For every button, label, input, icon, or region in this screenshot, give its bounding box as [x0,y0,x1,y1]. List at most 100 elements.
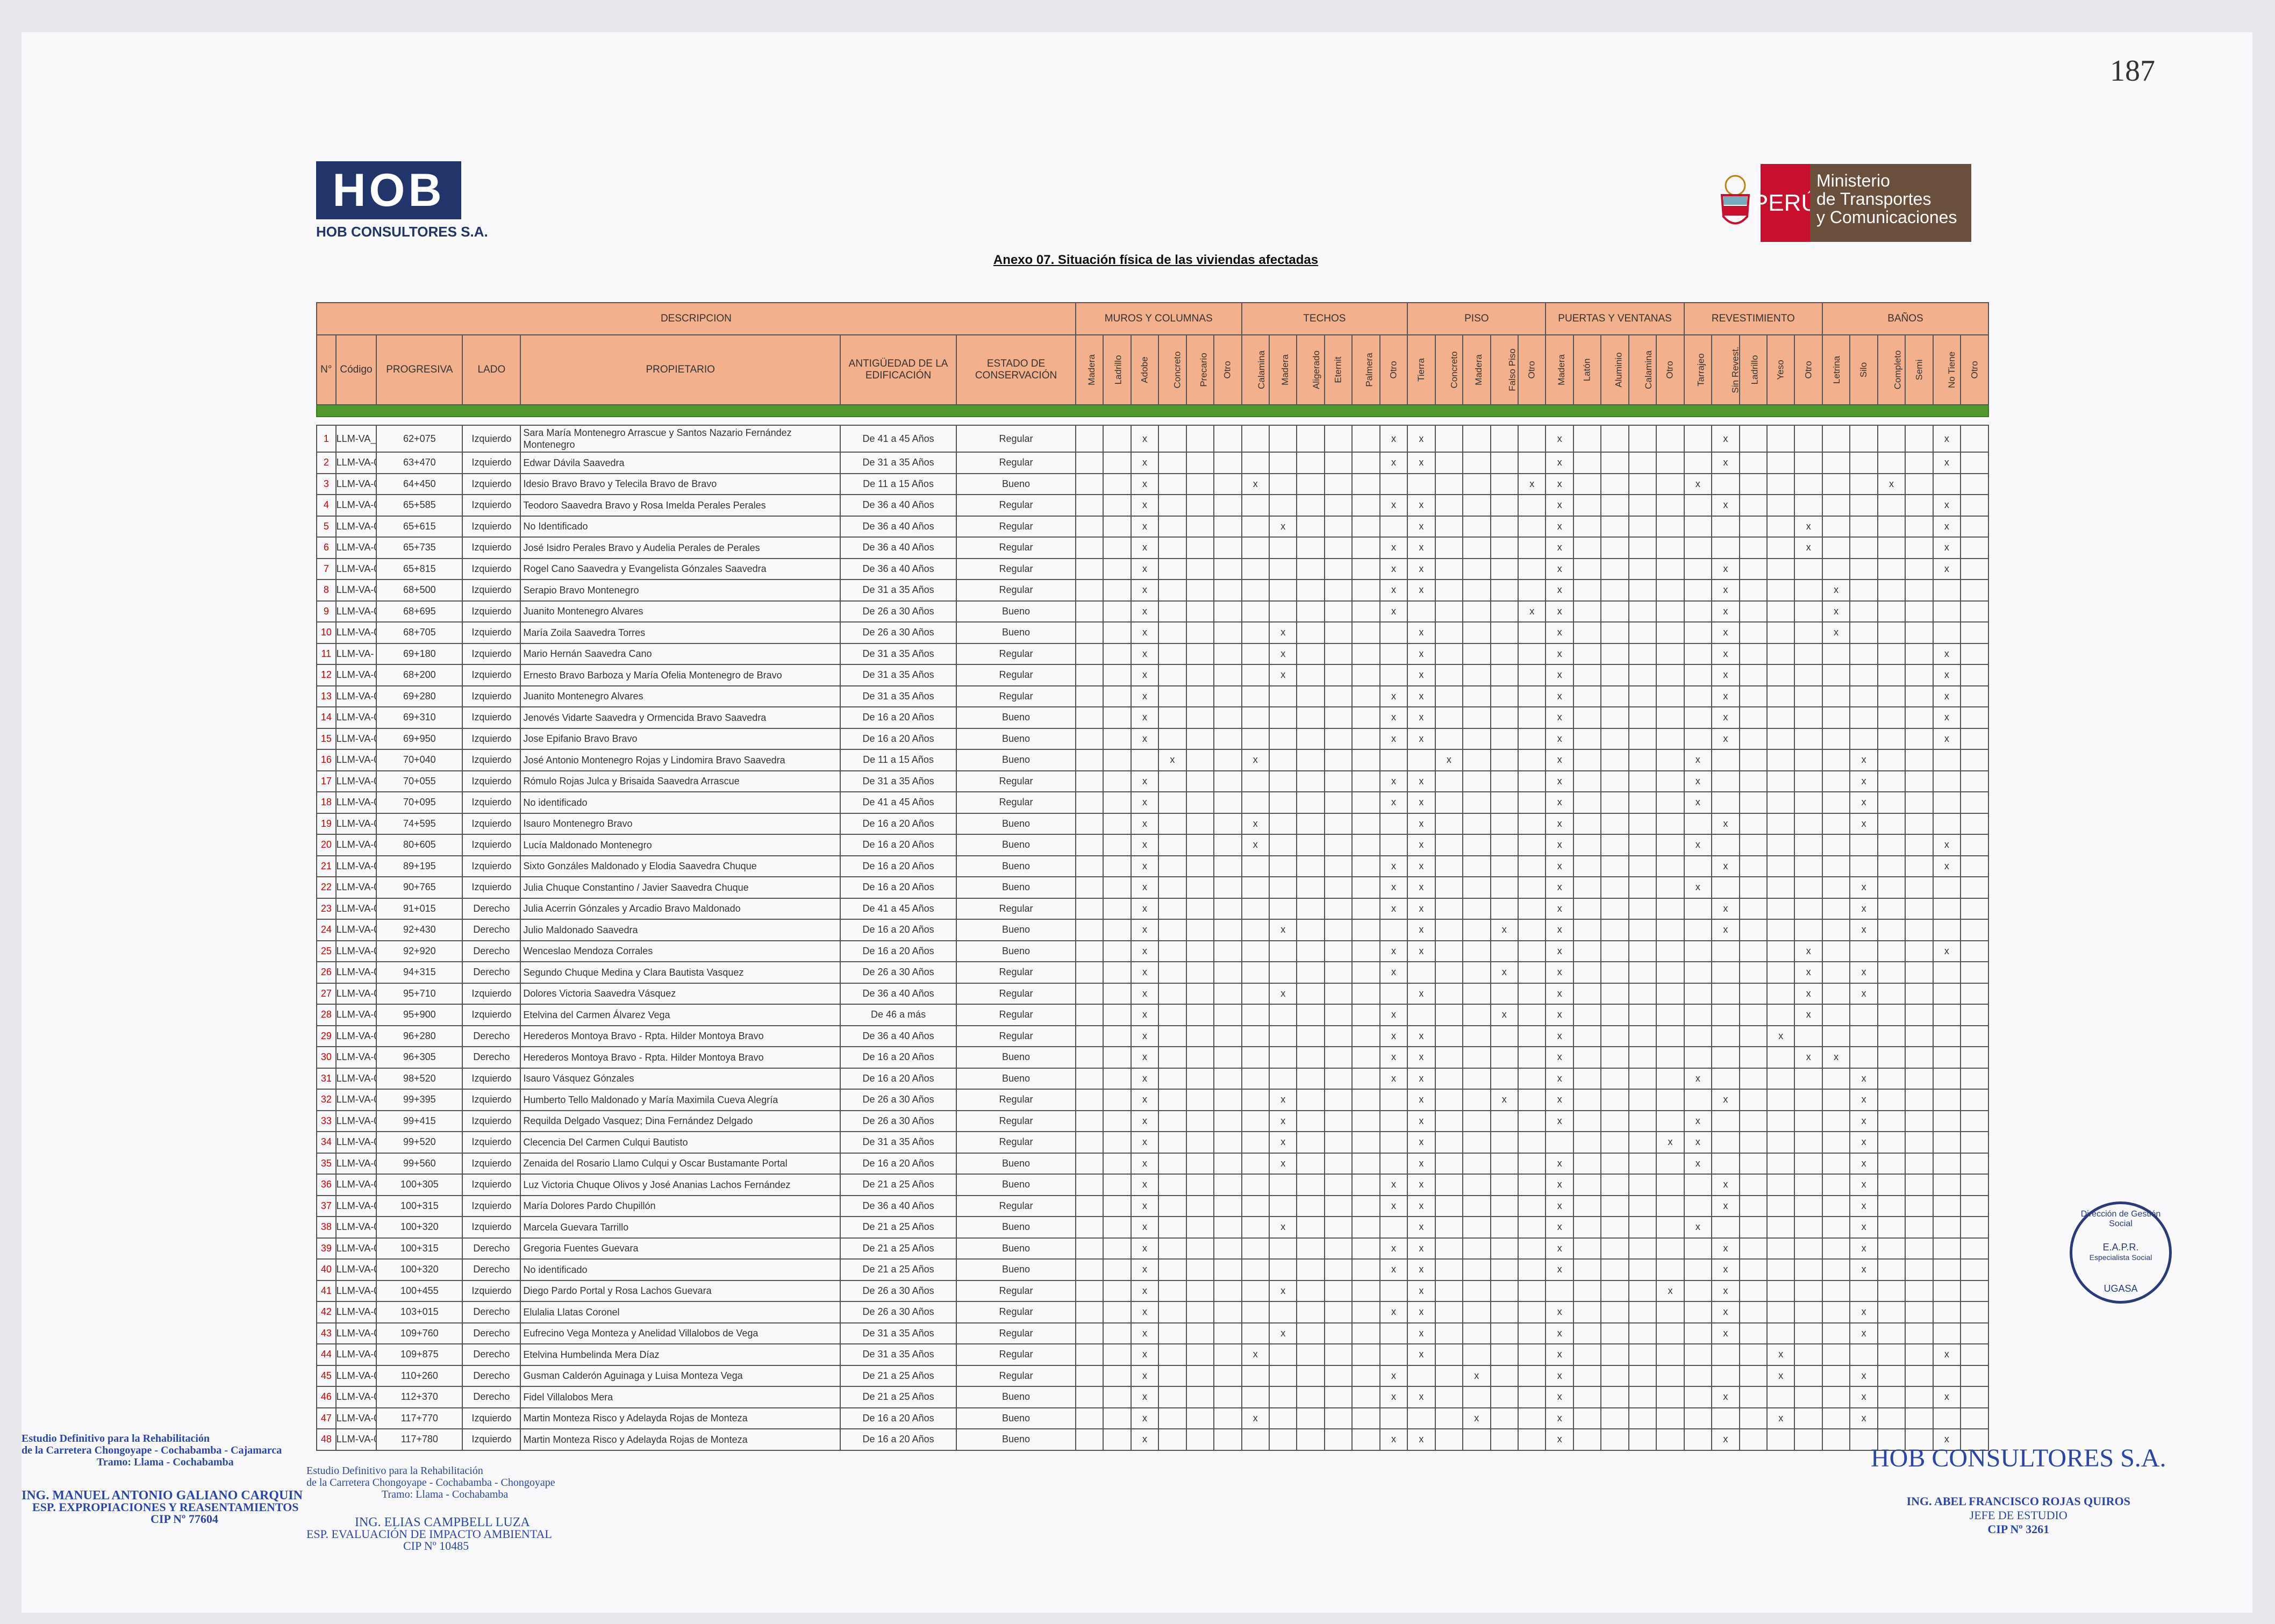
cell-antiguedad: De 26 a 30 Años [839,1110,957,1132]
cell-mark [1517,897,1547,920]
cell-codigo: LLM-VA- 011 [335,642,377,665]
cell-mark [1766,749,1795,771]
cell-mark [1600,982,1629,1005]
cell-mark [1490,1386,1519,1408]
cell-mark [1960,1428,1989,1451]
cell-lado: Izquierdo [462,812,521,835]
cell-mark [1462,494,1491,517]
cell-mark [1213,1237,1242,1260]
cell-mark: x [1517,600,1547,623]
cell-mark [1905,1004,1934,1026]
cell-mark [1379,982,1408,1005]
cell-mark [1075,940,1104,962]
cell-mark [1241,1110,1270,1132]
cell-codigo: LLM-VA-02 [335,452,377,474]
cell-mark [1711,515,1740,538]
cell-mark [1323,557,1353,580]
cell-mark [1877,1110,1906,1132]
cell-mark [1794,1152,1823,1175]
cell-mark [1877,1428,1906,1451]
cell-mark [1075,770,1104,792]
cell-mark [1462,1067,1491,1090]
cell-mark: x [1407,1194,1436,1217]
cell-mark [1960,536,1989,559]
cell-mark [1490,579,1519,602]
cell-mark [1600,791,1629,814]
cell-mark [1739,855,1768,877]
cell-mark: x [1407,727,1436,750]
cell-mark: x [1545,494,1574,517]
cell-mark [1960,1386,1989,1408]
cell-mark [1490,727,1519,750]
cell-mark [1185,494,1215,517]
subheader-5: Otro [1213,334,1242,405]
cell-mark [1877,749,1906,771]
cell-mark [1185,1131,1215,1154]
cell-mark [1185,982,1215,1005]
cell-mark: x [1130,1131,1160,1154]
cell-lado: Izquierdo [462,1152,521,1175]
cell-lado: Derecho [462,1237,521,1260]
cell-mark [1517,1322,1547,1344]
cell-mark [1241,919,1270,941]
cell-mark: x [1545,1067,1574,1090]
cell-mark [1821,855,1851,877]
cell-propietario: Fidel Villalobos Mera [520,1386,841,1408]
cell-mark [1656,982,1685,1005]
cell-mark [1849,494,1878,517]
cell-mark [1323,876,1353,899]
cell-mark [1103,1407,1132,1429]
cell-codigo: LLM-VA-024 [335,919,377,941]
cell-mark [1213,1279,1242,1302]
cell-mark [1462,1110,1491,1132]
cell-mark [1739,515,1768,538]
cell-antiguedad: De 26 a 30 Años [839,1089,957,1111]
cell-mark [1351,791,1380,814]
cell-mark [1656,1194,1685,1217]
cell-mark [1517,425,1547,453]
cell-antiguedad: De 16 a 20 Años [839,706,957,729]
cell-mark: x [1545,749,1574,771]
cell-mark [1739,642,1768,665]
cell-mark [1103,1152,1132,1175]
cell-n: 34 [316,1131,337,1154]
cell-progresiva: 100+320 [376,1216,463,1239]
cell-mark [1269,600,1298,623]
cell-estado: Regular [956,1131,1076,1154]
cell-mark [1296,1258,1325,1281]
cell-antiguedad: De 31 a 35 Años [839,642,957,665]
cell-mark [1185,1301,1215,1323]
cell-mark [1572,425,1602,453]
subheader-14: Madera [1462,334,1491,405]
cell-propietario: Etelvina del Carmen Álvarez Vega [520,1004,841,1026]
cell-n: 29 [316,1025,337,1047]
cell-mark: x [1130,579,1160,602]
cell-mark [1158,1364,1187,1387]
cell-mark [1103,1301,1132,1323]
cell-mark [1960,664,1989,686]
cell-mark [1241,1004,1270,1026]
cell-mark [1296,855,1325,877]
cell-mark [1877,727,1906,750]
cell-mark [1794,1110,1823,1132]
cell-mark [1683,1407,1713,1429]
cell-mark [1379,621,1408,644]
cell-codigo: LLM-VA-040 [335,1258,377,1281]
cell-propietario: José Isidro Perales Bravo y Audelia Pera… [520,536,841,559]
cell-mark [1158,897,1187,920]
cell-mark [1628,1089,1657,1111]
cell-mark [1932,1364,1962,1387]
cell-codigo: LLM-VA-013 [335,685,377,707]
cell-mark: x [1545,425,1574,453]
subheader-label: Aligerado [1311,350,1322,389]
cell-mark: x [1269,1089,1298,1111]
cell-mark: x [1407,919,1436,941]
cell-mark [1656,812,1685,835]
cell-mark [1572,876,1602,899]
cell-mark: x [1269,1322,1298,1344]
